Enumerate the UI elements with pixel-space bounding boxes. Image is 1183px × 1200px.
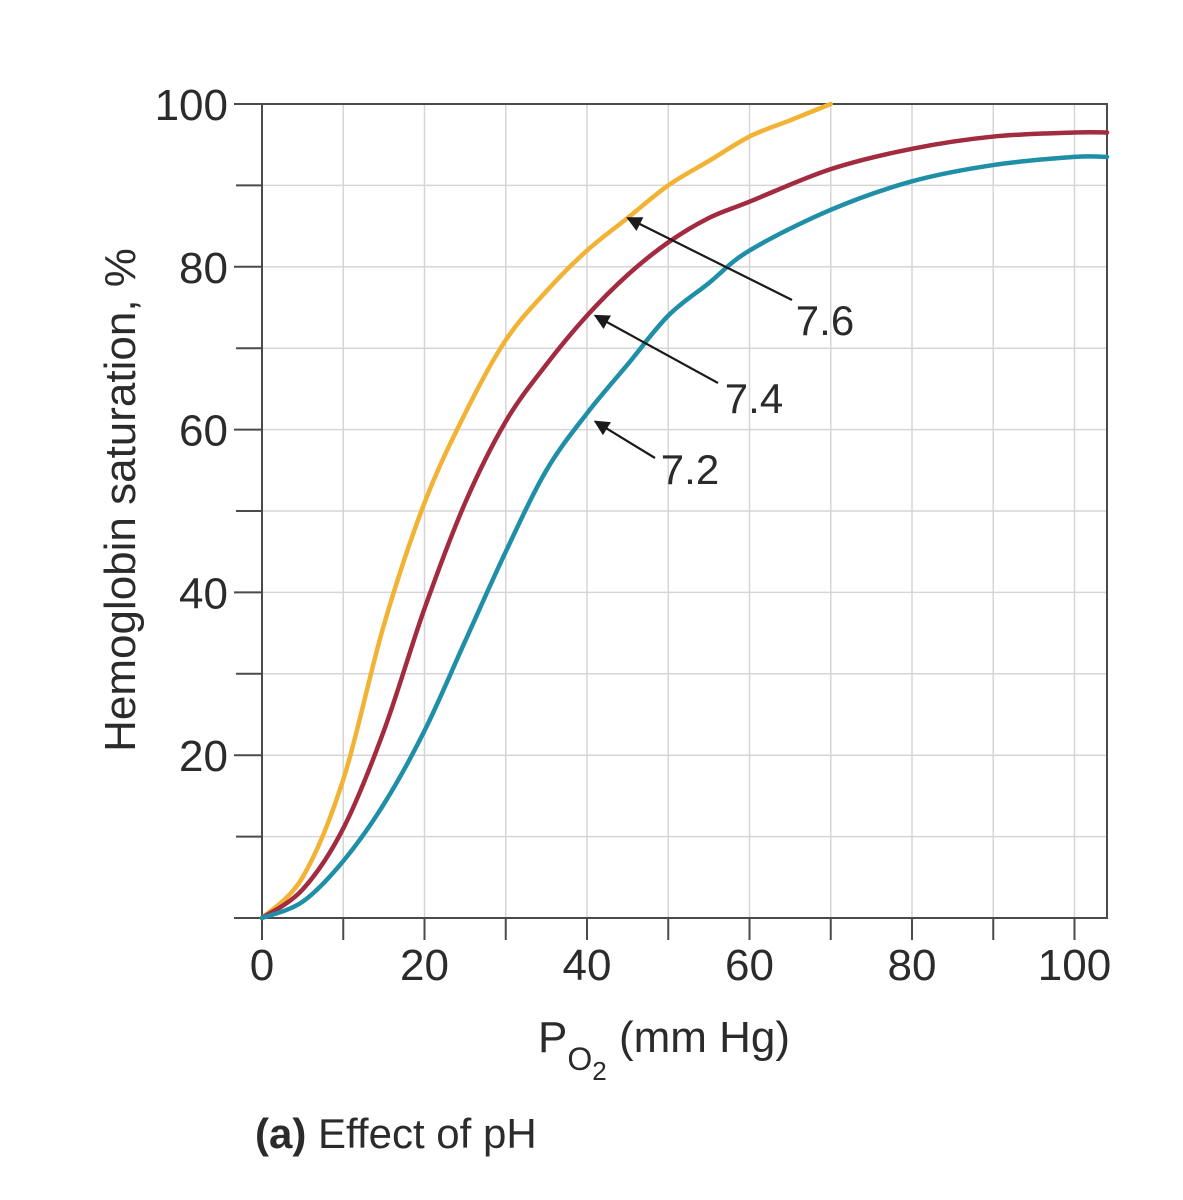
series-line-ph-7-6 xyxy=(259,101,833,921)
y-tick-label: 40 xyxy=(179,569,228,618)
x-tick-label: 80 xyxy=(888,941,937,990)
annotation-label: 7.4 xyxy=(725,375,783,422)
y-axis-title: Hemoglobin saturation, % xyxy=(96,248,145,752)
x-axis-title-subscript-digit: 2 xyxy=(592,1056,606,1086)
x-tick-label: 100 xyxy=(1038,941,1111,990)
annotations: 7.6 7.47.2 xyxy=(593,216,854,493)
grid xyxy=(261,103,1108,919)
series-lines xyxy=(259,101,1110,921)
y-tick-label: 60 xyxy=(179,407,228,456)
annotation-arrow xyxy=(626,216,793,301)
x-tick-label: 20 xyxy=(400,941,449,990)
x-axis-title-subscript: O2 xyxy=(567,1041,606,1086)
x-axis-title: PO2 (mm Hg) xyxy=(538,1013,790,1086)
figure-caption: (a) Effect of pH xyxy=(255,1110,537,1158)
x-axis-title-subscript-letter: O xyxy=(567,1041,592,1077)
y-tick-label: 20 xyxy=(179,732,228,781)
annotation-label: 7.2 xyxy=(661,446,719,493)
axes: 20 40 60 80 100 0 20 40 60 80 100 xyxy=(155,81,1112,990)
x-axis-title-suffix: (mm Hg) xyxy=(607,1013,790,1062)
caption-label: (a) xyxy=(255,1110,307,1157)
series-line-ph-7-4 xyxy=(259,129,1110,921)
x-tick-label: 40 xyxy=(563,941,612,990)
series-line-ph-7-2 xyxy=(259,154,1110,921)
caption-text: Effect of pH xyxy=(306,1110,537,1157)
y-tick-label: 100 xyxy=(155,81,228,130)
x-tick-label: 0 xyxy=(250,941,274,990)
annotation-arrow xyxy=(593,420,656,459)
y-tick-label: 80 xyxy=(179,244,228,293)
x-tick-label: 60 xyxy=(725,941,774,990)
annotation-arrow xyxy=(593,314,719,384)
x-axis-title-prefix: P xyxy=(538,1013,567,1062)
annotation-label: 7.6 xyxy=(796,297,854,344)
